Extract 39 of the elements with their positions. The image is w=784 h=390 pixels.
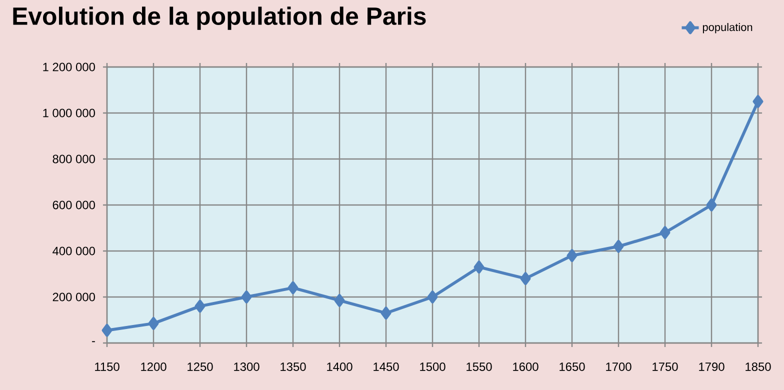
x-tick-label: 1300 — [234, 362, 260, 371]
x-tick-label: 1650 — [560, 362, 585, 371]
point — [288, 281, 298, 294]
chart-title: Evolution de la population de Paris — [13, 6, 426, 30]
y-tick-label: 1 000 000 — [43, 108, 95, 118]
x-tick-label: 1150 — [95, 362, 120, 371]
x-tick-label: 1500 — [420, 362, 446, 371]
point — [474, 260, 484, 274]
point — [148, 316, 159, 330]
point — [752, 95, 764, 108]
x-tick-label: 1250 — [188, 362, 213, 371]
y-tick-label: 800 000 — [52, 154, 95, 164]
x-tick-label: 1200 — [141, 362, 166, 371]
y-tick-label: 400 000 — [52, 246, 95, 256]
point — [194, 300, 206, 313]
x-tick-label: 1850 — [746, 362, 771, 371]
x-tick-label: 1350 — [280, 362, 306, 371]
x-tick-label: 1700 — [606, 362, 632, 371]
point — [660, 226, 670, 240]
point — [566, 249, 578, 262]
point — [334, 294, 345, 307]
point — [380, 306, 392, 320]
x-tick-label: 1450 — [374, 362, 399, 371]
x-tick-label: 1790 — [699, 362, 724, 371]
x-tick-label: 1550 — [466, 362, 492, 371]
point — [102, 324, 112, 337]
point — [706, 198, 717, 212]
point — [613, 240, 624, 253]
y-tick-label: - — [92, 341, 95, 342]
point — [520, 272, 531, 286]
y-tick-label: 600 000 — [52, 200, 95, 210]
point — [427, 290, 438, 304]
y-tick-label: 1 200 000 — [43, 62, 95, 72]
point — [241, 290, 252, 304]
x-tick-label: 1750 — [652, 362, 678, 371]
legend-label: population — [702, 23, 752, 34]
y-tick-label: 200 000 — [52, 292, 95, 302]
x-tick-label: 1600 — [513, 362, 538, 371]
x-tick-label: 1400 — [327, 362, 352, 371]
